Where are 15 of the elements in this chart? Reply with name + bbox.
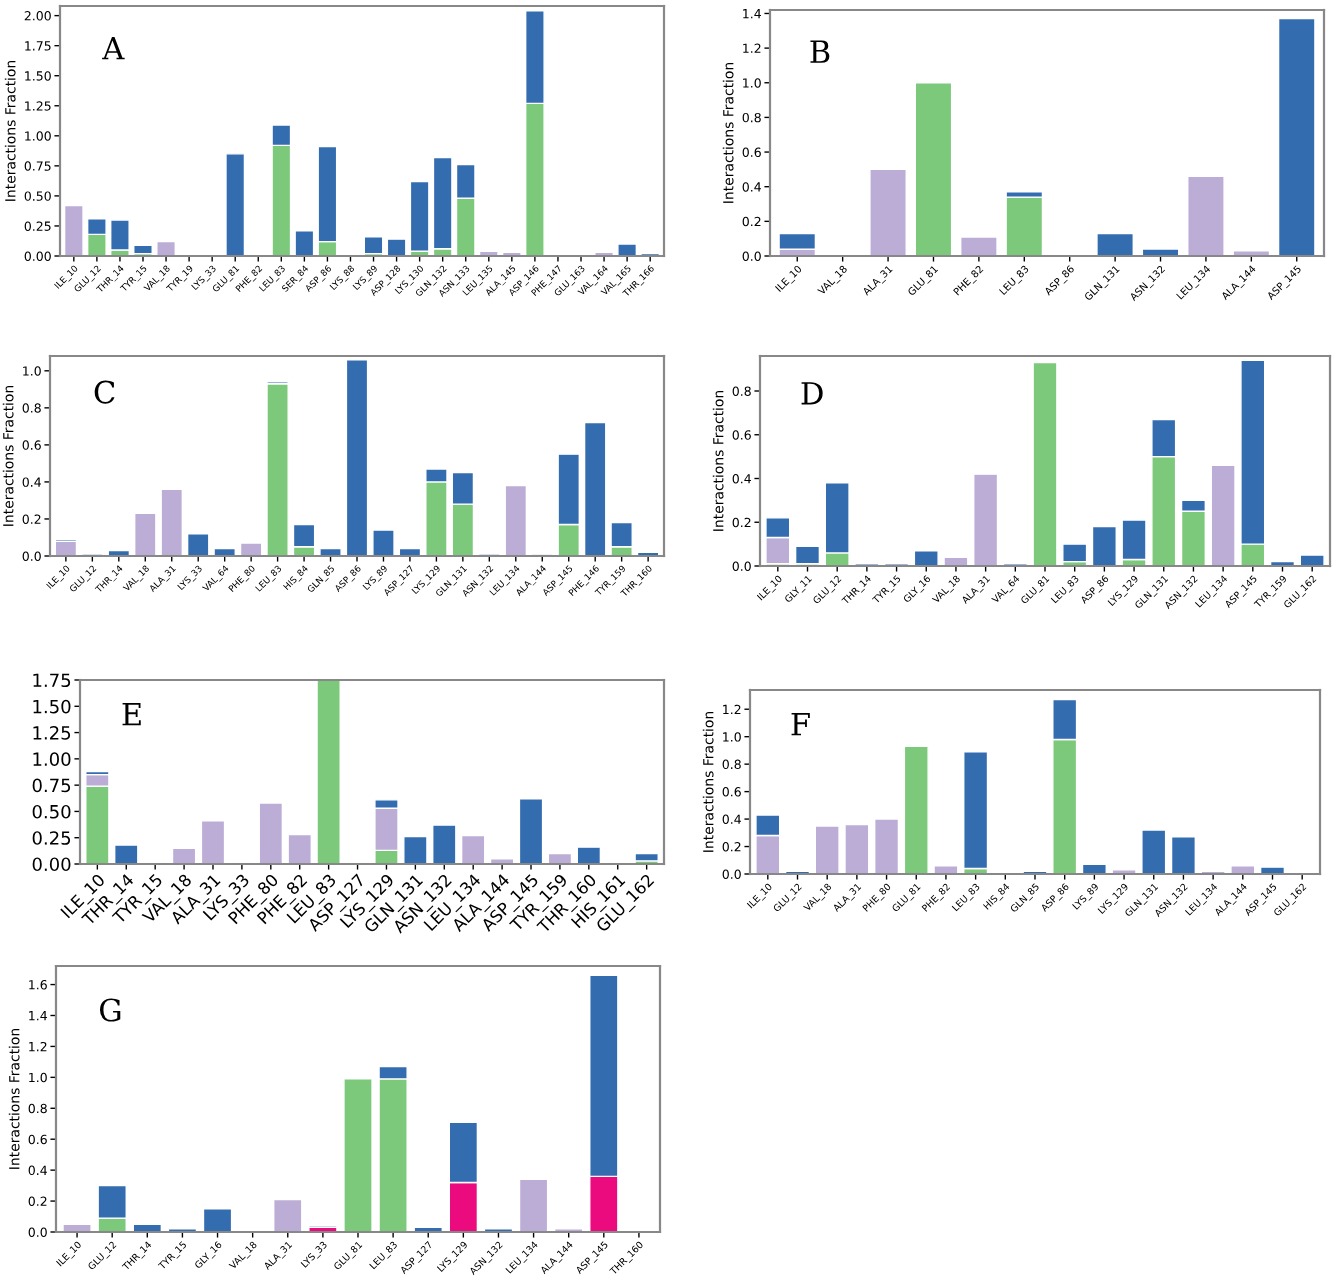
- y-tick-label: 0.25: [32, 831, 71, 845]
- annotation: F: [791, 713, 810, 736]
- y-tick-label: 1.25: [33, 726, 71, 740]
- y-tick-label: 1.50: [33, 699, 71, 714]
- annotation: B: [810, 40, 830, 63]
- y-tick-label: 0.00: [32, 857, 71, 872]
- annotation: E: [122, 703, 141, 726]
- y-tick-label: 1.75: [33, 673, 71, 688]
- annotation: A: [102, 36, 125, 60]
- y-tick-label: 0.50: [32, 804, 71, 819]
- annotation: G: [99, 998, 121, 1022]
- annotation: D: [801, 382, 823, 405]
- annotation: C: [94, 380, 115, 404]
- y-tick-label: 0.75: [32, 778, 71, 793]
- y-tick-label: 1.00: [33, 752, 71, 766]
